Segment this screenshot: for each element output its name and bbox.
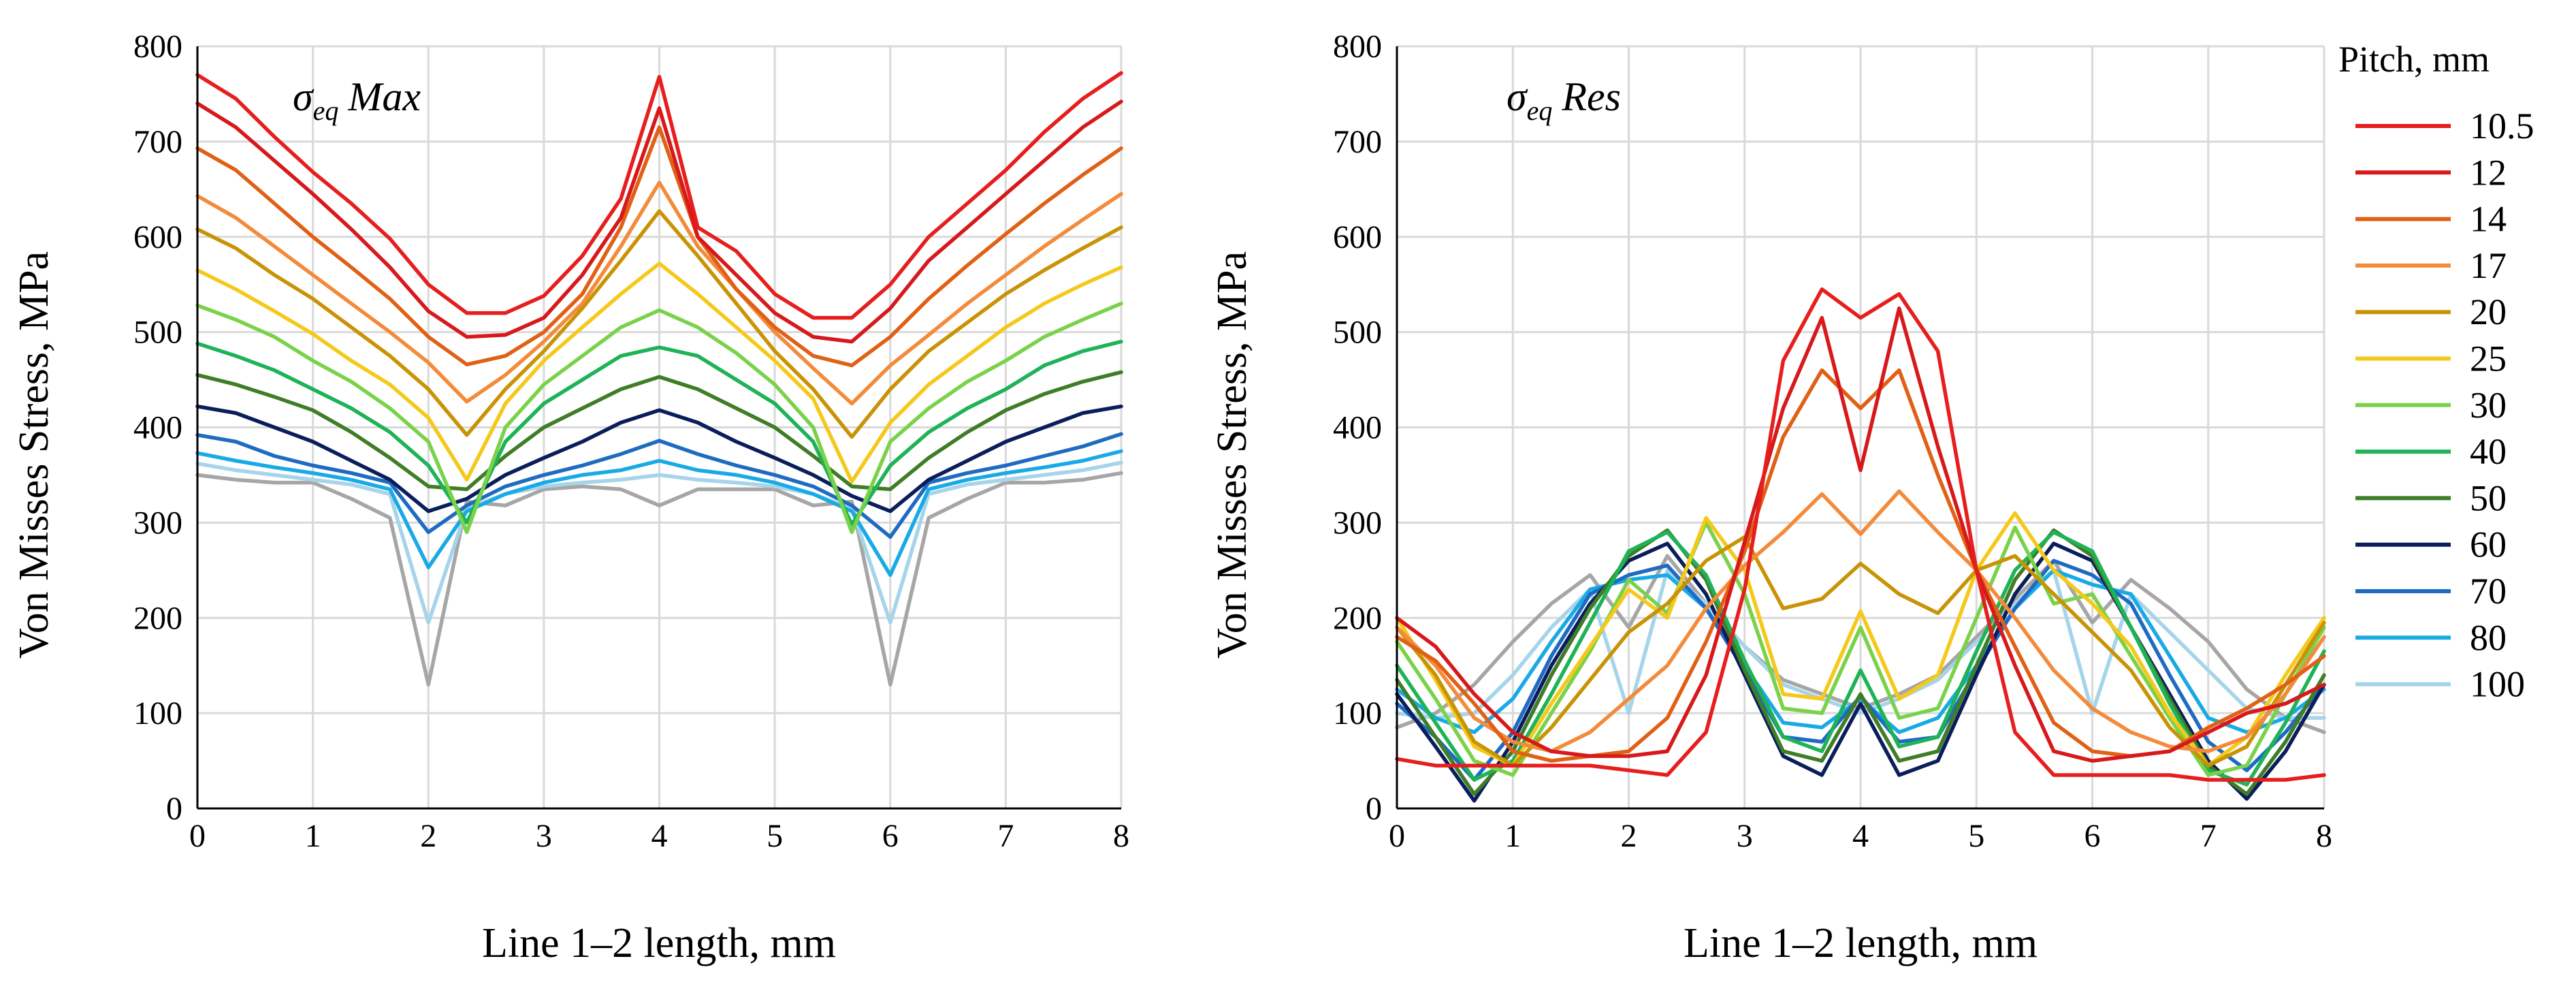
series-line-50 [1395, 528, 2326, 796]
series-line-60 [1395, 541, 2326, 803]
series-line-30 [1395, 520, 2326, 777]
y-tick-label: 600 [133, 219, 182, 255]
y-tick-label: 300 [133, 505, 182, 541]
y-tick-label: 400 [133, 410, 182, 446]
series-line-20 [1395, 535, 2326, 768]
legend-items: 10.5 12 14 17 20 25 30 40 50 60 70 80 100 [2355, 106, 2534, 705]
series-line-14 [195, 125, 1123, 368]
x-tick-label: 7 [997, 818, 1014, 854]
x-tick-label: 4 [1852, 818, 1869, 854]
y-tick-label: 700 [133, 124, 182, 160]
legend-label-100: 100 [2470, 664, 2525, 705]
series-line-40 [195, 339, 1123, 526]
legend-label-25: 25 [2470, 338, 2507, 379]
y-tick-label: 300 [1333, 505, 1382, 541]
series-line-20 [195, 209, 1123, 439]
series-line-30 [195, 301, 1123, 535]
series-line-grey [1395, 554, 2326, 734]
x-axis-title-max: Line 1–2 length, mm [482, 920, 836, 966]
legend-label-20: 20 [2470, 291, 2507, 332]
x-tick-label: 3 [1737, 818, 1753, 854]
grid-max [197, 45, 1123, 808]
legend-label-70: 70 [2470, 571, 2507, 612]
y-axis-title-max: Von Misses Stress, MPa [11, 251, 57, 659]
series-line-10.5 [1395, 287, 2326, 782]
legend-label-60: 60 [2470, 524, 2507, 565]
x-tick-label: 8 [1113, 818, 1129, 854]
annotation-max: σeq Max [293, 74, 421, 126]
x-axis-title-res: Line 1–2 length, mm [1684, 920, 2038, 966]
series-line-40 [1395, 530, 2326, 787]
legend: Pitch, mm 10.5 12 14 17 20 25 30 40 50 60 70 80 100 [2338, 39, 2534, 705]
y-tick-label: 200 [1333, 600, 1382, 636]
series-group-res [1395, 287, 2326, 803]
legend-label-40: 40 [2470, 431, 2507, 472]
x-tick-label: 5 [767, 818, 783, 854]
x-tick-label: 0 [1389, 818, 1405, 854]
series-line-80 [195, 449, 1123, 578]
y-tick-label: 400 [1333, 410, 1382, 446]
axes-res: 0 1 2 3 4 5 6 7 8 0 100 200 300 400 500 600 700 800 [1333, 29, 2332, 854]
series-line-12 [195, 99, 1123, 344]
y-tick-label: 500 [133, 315, 182, 351]
x-tick-label: 1 [1504, 818, 1521, 854]
chart-panel-max: 0 1 2 3 4 5 6 7 8 0 100 200 300 400 500 600 700 800 σeq Ma… [11, 29, 1129, 966]
y-tick-label: 100 [1333, 695, 1382, 731]
legend-label-10.5: 10.5 [2470, 106, 2534, 146]
chart-panel-res: 0 1 2 3 4 5 6 7 8 0 100 200 300 400 500 600 700 800 σeq Re… [1209, 29, 2332, 966]
legend-label-30: 30 [2470, 385, 2507, 426]
x-tick-label: 2 [1621, 818, 1637, 854]
legend-title: Pitch, mm [2338, 39, 2490, 80]
y-tick-label: 0 [166, 791, 182, 827]
legend-label-14: 14 [2470, 199, 2507, 240]
series-line-70 [195, 432, 1123, 539]
x-tick-label: 8 [2316, 818, 2332, 854]
legend-label-12: 12 [2470, 152, 2507, 193]
series-line-25 [195, 262, 1123, 484]
y-tick-label: 700 [1333, 124, 1382, 160]
legend-label-50: 50 [2470, 477, 2507, 518]
x-tick-label: 1 [305, 818, 321, 854]
y-tick-label: 800 [133, 29, 182, 65]
series-line-12 [1395, 306, 2326, 763]
series-line-grey [195, 471, 1123, 687]
x-tick-label: 7 [2200, 818, 2217, 854]
y-tick-label: 0 [1366, 791, 1382, 827]
x-tick-label: 5 [1968, 818, 1984, 854]
y-tick-label: 500 [1333, 315, 1382, 351]
x-tick-label: 2 [420, 818, 436, 854]
x-tick-label: 4 [651, 818, 668, 854]
y-tick-label: 200 [133, 600, 182, 636]
axes-max: 0 1 2 3 4 5 6 7 8 0 100 200 300 400 500 600 700 800 [133, 29, 1129, 854]
x-tick-label: 6 [882, 818, 899, 854]
series-line-17 [195, 180, 1123, 406]
y-axis-title-res: Von Misses Stress, MPa [1209, 251, 1255, 659]
series-group-max [195, 71, 1123, 687]
series-line-60 [195, 404, 1123, 514]
legend-label-80: 80 [2470, 617, 2507, 658]
legend-label-17: 17 [2470, 245, 2507, 286]
x-tick-label: 0 [189, 818, 206, 854]
series-line-25 [1395, 511, 2326, 768]
x-tick-label: 3 [536, 818, 552, 854]
y-tick-label: 100 [133, 695, 182, 731]
series-line-50 [195, 370, 1123, 492]
annotation-res: σeq Res [1507, 74, 1621, 126]
y-tick-label: 600 [1333, 219, 1382, 255]
series-line-100 [195, 460, 1123, 625]
y-tick-label: 800 [1333, 29, 1382, 65]
series-line-10.5 [195, 71, 1123, 320]
x-tick-label: 6 [2084, 818, 2101, 854]
series-line-100 [1395, 568, 2326, 720]
